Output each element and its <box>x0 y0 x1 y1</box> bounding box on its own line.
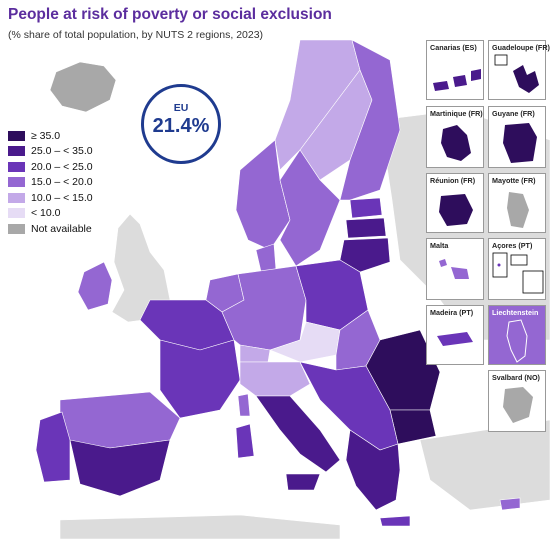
legend-swatch <box>8 177 25 188</box>
ireland-land <box>77 261 113 311</box>
region-italy-south <box>255 395 341 473</box>
legend-swatch <box>8 192 25 203</box>
inset-title: Martinique (FR) <box>430 109 483 118</box>
inset-title: Guadeloupe (FR) <box>492 43 550 52</box>
region-cyprus <box>499 497 521 511</box>
inset-madeira: Madeira (PT) <box>426 305 484 365</box>
legend-label: ≥ 35.0 <box>31 129 61 142</box>
inset-malta: Malta <box>426 238 484 300</box>
legend-label: < 10.0 <box>31 207 61 220</box>
inset-liechtenstein: Liechtenstein <box>488 305 546 365</box>
legend-label: 10.0 – < 15.0 <box>31 191 93 204</box>
legend-swatch <box>8 146 25 157</box>
inset-title: Canarias (ES) <box>430 43 477 52</box>
map-legend: ≥ 35.0 25.0 – < 35.0 20.0 – < 25.0 15.0 … <box>8 128 93 237</box>
north-africa-land <box>59 514 341 539</box>
inset-guadeloupe: Guadeloupe (FR) <box>488 40 550 100</box>
legend-label: 15.0 – < 20.0 <box>31 176 93 189</box>
map-subtitle: (% share of total population, by NUTS 2 … <box>8 29 264 41</box>
legend-swatch <box>8 208 25 219</box>
inset-mayotte: Mayotte (FR) <box>488 173 546 233</box>
region-lithuania <box>339 237 391 273</box>
eu-label: EU <box>173 102 189 114</box>
legend-swatch <box>8 161 25 172</box>
legend-label: Not available <box>31 222 92 235</box>
inset-title: Liechtenstein <box>492 308 539 317</box>
inset-title: Réunion (FR) <box>430 176 476 185</box>
region-finland <box>339 39 401 201</box>
legend-item: 25.0 – < 35.0 <box>8 144 93 160</box>
turkey-land <box>419 419 550 511</box>
legend-label: 20.0 – < 25.0 <box>31 160 93 173</box>
legend-item: < 10.0 <box>8 206 93 222</box>
inset-svalbard: Svalbard (NO) <box>488 370 546 432</box>
inset-acores: Açores (PT) <box>488 238 546 300</box>
eu-value: 21.4% <box>152 115 210 137</box>
legend-item: 15.0 – < 20.0 <box>8 175 93 191</box>
region-corsica <box>237 393 251 417</box>
inset-title: Malta <box>430 241 449 250</box>
region-italy-north <box>239 361 311 397</box>
inset-canarias: Canarias (ES) <box>426 40 484 100</box>
region-norway-south <box>235 139 291 251</box>
region-spain-north <box>59 391 181 449</box>
legend-swatch <box>8 130 25 141</box>
region-estonia <box>349 197 383 219</box>
region-sardinia <box>235 423 255 459</box>
legend-item: 20.0 – < 25.0 <box>8 159 93 175</box>
region-latvia <box>345 217 387 239</box>
iceland-land <box>49 61 117 113</box>
eu-average-badge: EU 21.4% <box>141 84 221 164</box>
inset-title: Guyane (FR) <box>492 109 535 118</box>
region-portugal <box>35 411 71 483</box>
legend-item: Not available <box>8 221 93 237</box>
inset-guyane: Guyane (FR) <box>488 106 546 168</box>
inset-title: Svalbard (NO) <box>492 373 540 382</box>
inset-title: Açores (PT) <box>492 241 533 250</box>
inset-reunion: Réunion (FR) <box>426 173 484 233</box>
inset-title: Mayotte (FR) <box>492 176 536 185</box>
legend-swatch <box>8 223 25 234</box>
region-spain-south <box>69 439 171 497</box>
legend-item: ≥ 35.0 <box>8 128 93 144</box>
region-crete <box>379 515 411 527</box>
map-title: People at risk of poverty or social excl… <box>8 6 332 23</box>
region-france-south <box>159 339 241 419</box>
region-greece <box>345 429 401 511</box>
legend-item: 10.0 – < 15.0 <box>8 190 93 206</box>
legend-label: 25.0 – < 35.0 <box>31 145 93 158</box>
region-sicily <box>285 473 321 491</box>
inset-martinique: Martinique (FR) <box>426 106 484 168</box>
inset-title: Madeira (PT) <box>430 308 474 317</box>
